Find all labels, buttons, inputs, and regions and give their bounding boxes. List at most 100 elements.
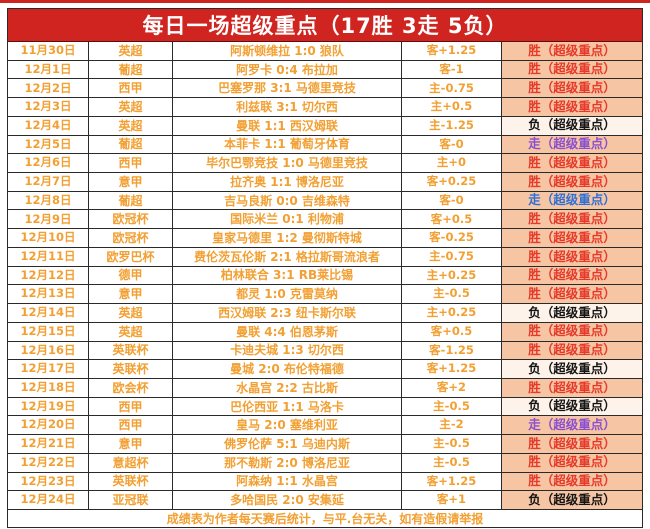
result-cell: 胜（超级重点）: [502, 173, 642, 192]
handicap-cell: 客+1: [402, 491, 502, 510]
date-cell: 12月10日: [8, 229, 89, 248]
result-cell: 负（超级重点）: [502, 360, 642, 379]
league-cell: 英超: [89, 322, 173, 342]
league-cell: 欧会杯: [89, 378, 173, 398]
table-row: 12月19日 西甲 巴伦西亚 1:1 马洛卡 主-0.5 负（超级重点）: [8, 397, 642, 417]
table-row: 12月23日 英联杯 阿森纳 1:1 水晶宫 客+1.25 胜（超级重点）: [8, 472, 642, 492]
handicap-cell: 客+0.5: [402, 322, 502, 342]
league-cell: 西甲: [89, 416, 173, 436]
match-cell: 阿罗卡 0:4 布拉加: [173, 60, 402, 80]
table-row: 12月8日 葡超 吉马良斯 0:0 吉维森特 客-0 走（超级重点）: [8, 191, 642, 211]
match-cell: 费伦茨瓦伦斯 2:1 格拉斯哥流浪者: [173, 247, 402, 267]
match-cell: 曼联 1:1 西汉姆联: [173, 116, 402, 136]
match-cell: 国际米兰 0:1 利物浦: [173, 210, 402, 230]
league-cell: 德甲: [89, 266, 173, 286]
handicap-cell: 客-0.25: [402, 229, 502, 248]
match-cell: 利兹联 3:1 切尔西: [173, 98, 402, 117]
handicap-cell: 主+0.25: [402, 266, 502, 286]
date-cell: 11月30日: [8, 42, 89, 61]
date-cell: 12月24日: [8, 491, 89, 510]
date-cell: 12月19日: [8, 397, 89, 417]
match-cell: 皇马 2:0 塞维利亚: [173, 416, 402, 436]
match-cell: 都灵 1:0 克雷莫纳: [173, 285, 402, 305]
top-red-strip: [0, 0, 650, 3]
handicap-cell: 主-0.5: [402, 453, 502, 473]
table-row: 12月17日 英联杯 曼城 2:0 布伦特福德 客+1.25 负（超级重点）: [8, 360, 642, 379]
result-cell: 负（超级重点）: [502, 491, 642, 510]
handicap-cell: 客+0.5: [402, 210, 502, 230]
result-cell: 胜（超级重点）: [502, 229, 642, 248]
date-cell: 12月12日: [8, 266, 89, 286]
league-cell: 欧冠杯: [89, 229, 173, 248]
result-cell: 走（超级重点）: [502, 135, 642, 155]
league-cell: 亚冠联: [89, 491, 173, 510]
match-cell: 毕尔巴鄂竞技 1:0 马德里竞技: [173, 154, 402, 174]
result-cell: 胜（超级重点）: [502, 472, 642, 492]
date-cell: 12月16日: [8, 341, 89, 361]
match-cell: 曼城 2:0 布伦特福德: [173, 360, 402, 379]
match-cell: 本菲卡 1:1 葡萄牙体育: [173, 135, 402, 155]
table-row: 12月1日 葡超 阿罗卡 0:4 布拉加 客-1 胜（超级重点）: [8, 60, 642, 80]
league-cell: 英联杯: [89, 341, 173, 361]
result-cell: 胜（超级重点）: [502, 378, 642, 398]
date-cell: 12月4日: [8, 116, 89, 136]
match-cell: 佛罗伦萨 5:1 乌迪内斯: [173, 435, 402, 454]
table-row: 12月5日 葡超 本菲卡 1:1 葡萄牙体育 客-0 走（超级重点）: [8, 135, 642, 155]
result-cell: 胜（超级重点）: [502, 154, 642, 174]
result-cell: 胜（超级重点）: [502, 435, 642, 454]
match-cell: 水晶宫 2:2 古比斯: [173, 378, 402, 398]
handicap-cell: 主+0: [402, 154, 502, 174]
date-cell: 12月7日: [8, 173, 89, 192]
handicap-cell: 客+0.25: [402, 173, 502, 192]
date-cell: 12月22日: [8, 453, 89, 473]
league-cell: 葡超: [89, 191, 173, 211]
league-cell: 意甲: [89, 285, 173, 305]
league-cell: 西甲: [89, 397, 173, 417]
table-row: 12月13日 意甲 都灵 1:0 克雷莫纳 主-0.5 胜（超级重点）: [8, 285, 642, 305]
table-row: 12月11日 欧罗巴杯 费伦茨瓦伦斯 2:1 格拉斯哥流浪者 主-0.75 胜（…: [8, 247, 642, 267]
league-cell: 英超: [89, 42, 173, 61]
handicap-cell: 客+1.25: [402, 472, 502, 492]
predictions-table: 每日一场超级重点（17胜 3走 5负） 11月30日 英超 阿斯顿维拉 1:0 …: [7, 8, 643, 528]
footer-note: 成绩表为作者每天赛后统计，与平.台无关，如有造假请举报: [166, 512, 484, 526]
table-row: 12月12日 德甲 柏林联合 3:1 RB莱比锡 主+0.25 胜（超级重点）: [8, 266, 642, 286]
handicap-cell: 主+0.5: [402, 98, 502, 117]
league-cell: 英超: [89, 304, 173, 323]
handicap-cell: 主-2: [402, 416, 502, 436]
league-cell: 西甲: [89, 79, 173, 99]
table-row: 12月2日 西甲 巴塞罗那 3:1 马德里竞技 主-0.75 胜（超级重点）: [8, 79, 642, 99]
table-row: 12月20日 西甲 皇马 2:0 塞维利亚 主-2 走（超级重点）: [8, 416, 642, 436]
handicap-cell: 客+1.25: [402, 42, 502, 61]
result-cell: 走（超级重点）: [502, 416, 642, 436]
table-row: 12月6日 西甲 毕尔巴鄂竞技 1:0 马德里竞技 主+0 胜（超级重点）: [8, 154, 642, 174]
handicap-cell: 主-0.5: [402, 397, 502, 417]
table-row: 12月15日 英超 曼联 4:4 伯恩茅斯 客+0.5 胜（超级重点）: [8, 322, 642, 342]
table-row: 12月4日 英超 曼联 1:1 西汉姆联 主-1.25 负（超级重点）: [8, 116, 642, 136]
handicap-cell: 客-0: [402, 191, 502, 211]
league-cell: 欧冠杯: [89, 210, 173, 230]
result-cell: 负（超级重点）: [502, 116, 642, 136]
handicap-cell: 客-1: [402, 60, 502, 80]
date-cell: 12月11日: [8, 247, 89, 267]
handicap-cell: 主-0.75: [402, 79, 502, 99]
date-cell: 12月15日: [8, 322, 89, 342]
result-cell: 胜（超级重点）: [502, 79, 642, 99]
match-cell: 多哈国民 2:0 安集延: [173, 491, 402, 510]
result-cell: 胜（超级重点）: [502, 60, 642, 80]
handicap-cell: 客+2: [402, 378, 502, 398]
result-cell: 胜（超级重点）: [502, 266, 642, 286]
table-row: 12月3日 英超 利兹联 3:1 切尔西 主+0.5 胜（超级重点）: [8, 98, 642, 117]
result-cell: 负（超级重点）: [502, 397, 642, 417]
table-row: 12月24日 亚冠联 多哈国民 2:0 安集延 客+1 负（超级重点）: [8, 491, 642, 510]
date-cell: 12月6日: [8, 154, 89, 174]
match-cell: 吉马良斯 0:0 吉维森特: [173, 191, 402, 211]
date-cell: 12月3日: [8, 98, 89, 117]
match-cell: 曼联 4:4 伯恩茅斯: [173, 322, 402, 342]
match-cell: 柏林联合 3:1 RB莱比锡: [173, 266, 402, 286]
table-row: 12月22日 意超杯 那不勒斯 2:0 博洛尼亚 主-0.5 胜（超级重点）: [8, 453, 642, 473]
date-cell: 12月9日: [8, 210, 89, 230]
table-row: 12月9日 欧冠杯 国际米兰 0:1 利物浦 客+0.5 胜（超级重点）: [8, 210, 642, 230]
handicap-cell: 主-1.25: [402, 116, 502, 136]
result-cell: 胜（超级重点）: [502, 453, 642, 473]
match-cell: 阿森纳 1:1 水晶宫: [173, 472, 402, 492]
